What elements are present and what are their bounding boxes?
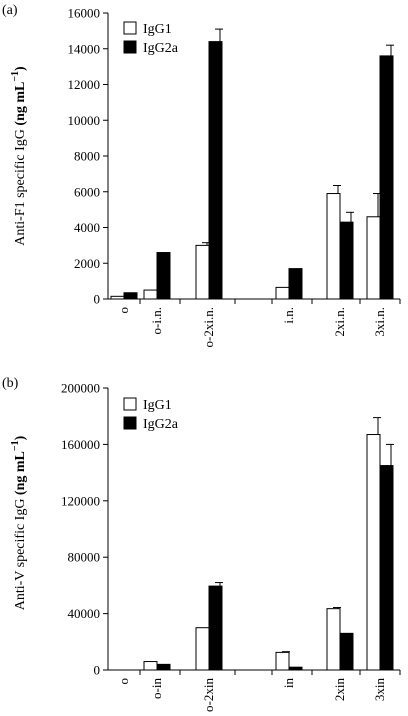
y-axis-label-unit-close: )	[13, 66, 28, 71]
legend-swatch-igg2a	[123, 40, 137, 54]
bar-igg1-o	[110, 295, 125, 300]
y-tick-label: 80000	[68, 550, 101, 565]
bar-igg2a-o-2xin	[208, 585, 223, 671]
y-tick-label: 160000	[61, 437, 100, 452]
y-axis-label-unit-close: )	[13, 435, 28, 440]
bar-igg2a-o-2xi.n.	[208, 41, 223, 300]
bar-igg1-o-in	[143, 661, 158, 671]
x-tick-label: 2xin	[332, 678, 347, 702]
legend-label-igg1: IgG1	[143, 398, 172, 413]
bar-igg1-o-i.n.	[143, 289, 158, 300]
bar-igg1-2xi.n.	[326, 193, 341, 300]
legend-label-igg2a: IgG2a	[143, 417, 179, 432]
bar-igg2a-2xi.n.	[339, 221, 354, 300]
legend-swatch-igg1	[123, 397, 137, 411]
y-tick-label: 8000	[74, 149, 100, 164]
bar-igg2a-o-i.n.	[156, 252, 171, 300]
y-axis-label-unit: (ng mL	[13, 82, 28, 126]
bar-igg2a-o-in	[156, 663, 171, 671]
x-tick-label: 3xi.n.	[372, 307, 387, 337]
bar-igg1-3xi.n.	[366, 216, 381, 300]
x-tick-label: in	[281, 678, 296, 689]
y-tick-label: 200000	[61, 381, 100, 396]
y-tick-label: 16000	[68, 6, 101, 21]
y-tick-label: 2000	[74, 256, 100, 271]
y-tick-label: 10000	[68, 113, 101, 128]
x-tick-label: 2xi.n.	[332, 307, 347, 337]
bar-igg2a-3xi.n.	[379, 55, 394, 300]
y-axis-label-unit: (ng mL	[13, 451, 28, 495]
y-axis-label-unit-exponent: −1	[10, 71, 21, 82]
bar-igg1-o-2xin	[195, 627, 210, 671]
y-axis-label-unit-exponent: −1	[10, 440, 21, 451]
bar-igg2a-o	[123, 292, 138, 300]
chart-panel-1: 0 2000 4000 6000 8000 10000 12000 14000 16000 o o-…	[2, 3, 401, 347]
y-tick-label: 14000	[68, 41, 101, 56]
y-axis-label-text: Anti-V specific IgG	[13, 495, 28, 610]
y-axis-label: Anti-F1 specific IgG (ng mL−1)	[10, 66, 28, 246]
x-tick-label: o	[116, 678, 131, 685]
x-tick-label: o-in	[149, 678, 164, 699]
x-tick-label: o-2xi.n.	[201, 307, 216, 347]
legend-label-igg2a: IgG2a	[143, 41, 179, 56]
bar-igg2a-3xin	[379, 465, 394, 671]
x-tick-label: o-2xin	[201, 678, 216, 712]
y-tick-label: 0	[94, 292, 101, 307]
legend-swatch-igg2a	[123, 416, 137, 430]
panel-label: (a)	[2, 3, 18, 18]
bar-igg2a-in	[288, 666, 303, 671]
y-tick-label: 40000	[68, 606, 101, 621]
chart-panel-2: 0 40000 80000 120000 160000 200000 o o-in o-2xin…	[2, 376, 401, 712]
legend-swatch-igg1	[123, 21, 137, 35]
bar-igg1-i.n.	[275, 286, 290, 300]
bar-igg2a-2xin	[339, 632, 354, 671]
y-axis-label: Anti-V specific IgG (ng mL−1)	[10, 435, 28, 610]
bar-igg1-in	[275, 651, 290, 671]
y-tick-label: 0	[94, 663, 101, 678]
legend-label-igg1: IgG1	[143, 22, 172, 37]
y-tick-label: 6000	[74, 184, 100, 199]
bar-igg1-3xin	[366, 434, 381, 671]
x-tick-label: o-i.n.	[149, 307, 164, 334]
y-tick-label: 120000	[61, 493, 100, 508]
x-tick-label: i.n.	[281, 307, 296, 324]
bar-igg1-2xin	[326, 608, 341, 671]
x-tick-label: o	[116, 307, 131, 314]
bar-igg2a-i.n.	[288, 268, 303, 300]
panel-label: (b)	[2, 376, 19, 391]
y-axis-label-text: Anti-F1 specific IgG	[13, 126, 28, 246]
y-tick-label: 4000	[74, 220, 100, 235]
x-tick-label: 3xin	[372, 678, 387, 702]
y-tick-label: 12000	[68, 77, 101, 92]
bar-igg1-o-2xi.n.	[195, 244, 210, 300]
